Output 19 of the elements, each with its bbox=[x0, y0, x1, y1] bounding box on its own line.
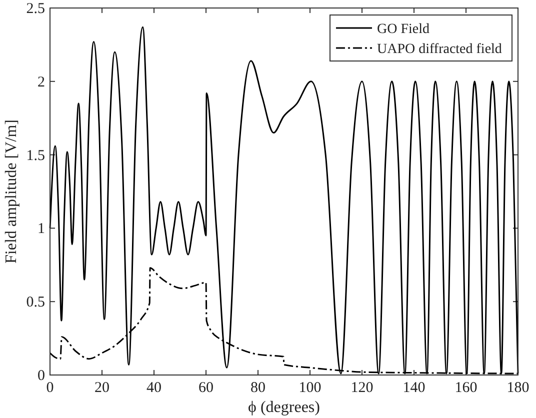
x-tick-label: 80 bbox=[250, 380, 266, 396]
x-tick-label: 160 bbox=[454, 380, 478, 396]
y-tick-label: 1.5 bbox=[26, 148, 45, 164]
x-tick-label: 120 bbox=[350, 380, 374, 396]
y-tick-label: 2.5 bbox=[26, 1, 45, 17]
x-tick-label: 180 bbox=[506, 380, 530, 396]
x-axis-title: ϕ (degrees) bbox=[248, 399, 320, 416]
y-axis-title: Field amplitude [V/m] bbox=[3, 120, 20, 264]
y-tick-label: 0.5 bbox=[26, 294, 45, 311]
y-tick-label: 1 bbox=[38, 221, 45, 238]
y-tick-label: 2 bbox=[38, 74, 45, 90]
x-tick-label: 100 bbox=[298, 380, 322, 396]
y-tick-label: 0 bbox=[38, 368, 45, 384]
x-tick-label: 20 bbox=[94, 380, 110, 396]
x-tick-label: 60 bbox=[198, 380, 214, 396]
x-tick-label: 140 bbox=[402, 380, 426, 396]
x-tick-label: 40 bbox=[146, 380, 162, 396]
legend-label: GO Field bbox=[377, 22, 430, 37]
legend-label: UAPO diffracted field bbox=[377, 42, 502, 57]
